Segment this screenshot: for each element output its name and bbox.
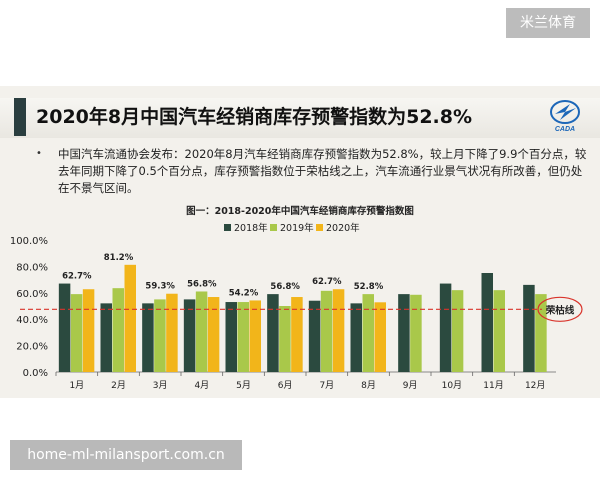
x-tick-label: 3月 [153,380,168,391]
title-accent-bar [14,98,26,136]
chart: 图一：2018-2020年中国汽车经销商库存预警指数图 2018年 2019年 202… [10,205,583,391]
reference-line-label-circle [537,296,583,322]
x-tick-label: 12月 [525,380,545,391]
bar-2-9 [410,294,422,372]
data-label: 54.2% [229,288,259,298]
bar-1-5 [225,302,237,372]
y-tick-label: 20.0% [16,342,48,353]
data-label: 56.8% [270,282,300,292]
bar-2-5 [237,302,249,372]
bar-3-3 [166,293,178,372]
legend-label-3: 2020年 [326,222,360,234]
bar-1-7 [308,300,321,372]
bar-1-4 [183,299,196,372]
x-tick-label: 11月 [483,380,503,391]
legend-swatch-3 [316,224,323,231]
bar-3-6 [291,297,303,372]
bar-1-8 [350,303,362,372]
bar-1-1 [58,283,71,372]
bar-2-8 [362,294,374,372]
y-tick-label: 100.0% [10,236,48,247]
x-tick-label: 10月 [442,380,462,391]
cada-logo-icon: CADA [550,100,580,133]
x-tick-label: 7月 [319,380,334,391]
bar-1-3 [142,303,154,372]
bar-3-4 [207,297,220,372]
reference-line-label: 荣枯线 [545,304,575,316]
bar-3-5 [249,300,261,372]
legend-swatch-2 [270,224,277,231]
data-label: 59.3% [145,282,175,292]
x-tick-label: 5月 [236,380,251,391]
legend-swatch-1 [224,224,231,231]
bar-3-1 [82,289,95,372]
chart-title: 图一：2018-2020年中国汽车经销商库存预警指数图 [186,205,414,217]
bar-3-7 [332,289,345,372]
x-tick-label: 4月 [194,380,209,391]
bar-1-10 [439,283,452,372]
x-tick-label: 6月 [278,380,293,391]
data-label: 56.8% [187,279,217,289]
bar-1-11 [481,273,493,372]
watermark-bottom: home-ml-milansport.com.cn [10,440,242,470]
x-tick-label: 9月 [403,380,418,391]
slide-title: 2020年8月中国汽车经销商库存预警指数为52.8% [36,106,473,128]
x-tick-label: 2月 [111,380,126,391]
x-tick-label: 1月 [69,380,84,391]
watermark-top: 米兰体育 [506,8,590,38]
legend-label-2: 2019年 [280,222,314,234]
bar-1-9 [398,294,410,372]
legend-label-1: 2018年 [234,222,268,234]
y-tick-label: 60.0% [16,289,48,300]
data-label: 52.8% [354,282,384,292]
bar-1-12 [523,284,535,372]
data-label: 81.2% [104,253,134,263]
bar-3-8 [374,302,386,372]
bar-3-2 [124,264,136,372]
bullet-dot: • [36,148,42,159]
bar-2-7 [320,290,333,372]
bullet-text: 中国汽车流通协会发布：2020年8月汽车经销商库存预警指数为52.8%，较上月下… [58,147,587,195]
bar-2-6 [279,306,291,372]
bar-1-2 [100,303,112,372]
bar-2-3 [154,299,166,372]
y-tick-label: 40.0% [16,315,48,326]
data-label: 62.7% [62,272,92,282]
title-band [0,98,600,138]
x-tick-label: 8月 [361,380,376,391]
y-tick-label: 80.0% [16,262,48,273]
bar-2-2 [112,288,124,372]
data-label: 62.7% [312,277,342,287]
bar-2-11 [493,290,505,372]
bar-2-12 [535,294,547,372]
logo-text: CADA [555,126,575,133]
bar-2-10 [451,290,464,372]
y-tick-label: 0.0% [23,368,48,379]
bar-2-1 [70,294,83,372]
bar-1-6 [267,294,279,372]
bar-2-4 [195,291,208,372]
